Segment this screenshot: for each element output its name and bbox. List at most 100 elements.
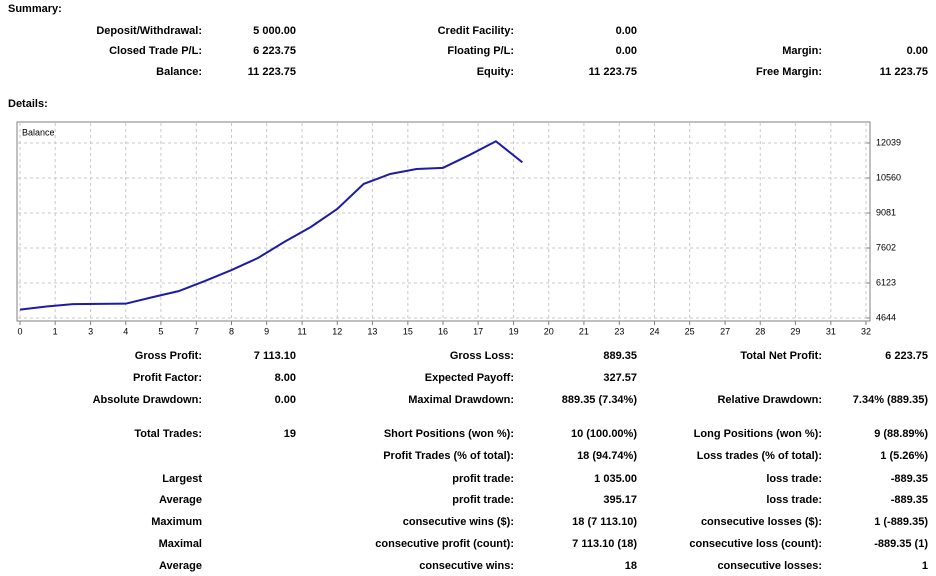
field-label: Gross Profit: xyxy=(135,350,202,362)
y-tick-label: 9081 xyxy=(876,207,896,217)
legend-label: Balance xyxy=(22,127,55,137)
field-label: Free Margin: xyxy=(756,66,822,78)
field-value: 7 113.10 (18) xyxy=(572,538,637,550)
x-tick-label: 13 xyxy=(367,326,377,336)
x-tick-label: 31 xyxy=(826,326,836,336)
x-tick-label: 15 xyxy=(403,326,413,336)
field-value: 889.35 (7.34%) xyxy=(562,394,638,406)
field-label: Maximal Drawdown: xyxy=(408,394,514,406)
field-label: consecutive loss (count): xyxy=(689,538,822,550)
balance-line xyxy=(19,140,523,311)
field-value: 19 xyxy=(284,428,296,440)
field-value: 18 xyxy=(625,560,637,572)
x-tick-label: 20 xyxy=(544,326,554,336)
field-label: Total Net Profit: xyxy=(740,350,822,362)
y-tick-label: 12039 xyxy=(876,137,901,147)
field-value: 0.00 xyxy=(616,25,637,37)
x-tick-label: 17 xyxy=(473,326,483,336)
x-tick-label: 19 xyxy=(509,326,519,336)
x-tick-label: 8 xyxy=(229,326,234,336)
field-label: Largest xyxy=(162,473,202,485)
details-title: Details: xyxy=(8,98,48,110)
field-label: Profit Factor: xyxy=(133,372,202,384)
field-value: 1 035.00 xyxy=(594,473,637,485)
field-value: -889.35 xyxy=(891,494,928,506)
x-tick-label: 4 xyxy=(123,326,128,336)
field-value: 18 (94.74%) xyxy=(577,450,637,462)
x-tick-label: 24 xyxy=(649,326,659,336)
y-tick-label: 4644 xyxy=(876,312,896,322)
y-tick-label: 10560 xyxy=(876,172,901,182)
x-tick-label: 29 xyxy=(790,326,800,336)
field-label: Loss trades (% of total): xyxy=(697,450,822,462)
x-tick-label: 21 xyxy=(579,326,589,336)
field-label: profit trade: xyxy=(452,473,514,485)
field-label: Maximum xyxy=(151,516,202,528)
field-label: Equity: xyxy=(477,66,514,78)
field-value: 9 (88.89%) xyxy=(874,428,928,440)
field-value: 0.00 xyxy=(907,45,928,57)
field-value: 1 (-889.35) xyxy=(874,516,928,528)
x-tick-label: 25 xyxy=(685,326,695,336)
field-label: Deposit/Withdrawal: xyxy=(96,25,202,37)
field-value: 1 xyxy=(922,560,928,572)
field-value: 6 223.75 xyxy=(253,45,296,57)
x-tick-label: 1 xyxy=(53,326,58,336)
field-value: 889.35 xyxy=(603,350,637,362)
field-label: Short Positions (won %): xyxy=(384,428,514,440)
field-label: Average xyxy=(159,494,202,506)
field-value: 8.00 xyxy=(275,372,296,384)
field-label: Gross Loss: xyxy=(450,350,514,362)
y-tick-label: 7602 xyxy=(876,242,896,252)
field-label: consecutive losses ($): xyxy=(701,516,822,528)
field-label: consecutive profit (count): xyxy=(375,538,514,550)
field-value: -889.35 (1) xyxy=(874,538,928,550)
field-label: loss trade: xyxy=(766,473,822,485)
field-value: 5 000.00 xyxy=(253,25,296,37)
field-value: 10 (100.00%) xyxy=(571,428,637,440)
field-label: loss trade: xyxy=(766,494,822,506)
x-tick-label: 23 xyxy=(614,326,624,336)
x-tick-label: 28 xyxy=(755,326,765,336)
field-label: Floating P/L: xyxy=(447,45,514,57)
field-label: consecutive wins: xyxy=(419,560,514,572)
field-label: Relative Drawdown: xyxy=(717,394,822,406)
field-value: 327.57 xyxy=(603,372,637,384)
field-value: 6 223.75 xyxy=(885,350,928,362)
field-label: Profit Trades (% of total): xyxy=(383,450,514,462)
field-label: consecutive losses: xyxy=(717,560,822,572)
x-tick-label: 3 xyxy=(88,326,93,336)
field-label: Balance: xyxy=(156,66,202,78)
field-label: Long Positions (won %): xyxy=(694,428,822,440)
field-label: Absolute Drawdown: xyxy=(93,394,202,406)
field-value: -889.35 xyxy=(891,473,928,485)
field-label: consecutive wins ($): xyxy=(403,516,514,528)
x-tick-label: 27 xyxy=(720,326,730,336)
field-label: Expected Payoff: xyxy=(425,372,514,384)
field-value: 1 (5.26%) xyxy=(880,450,928,462)
field-value: 0.00 xyxy=(275,394,296,406)
field-label: Average xyxy=(159,560,202,572)
field-label: profit trade: xyxy=(452,494,514,506)
field-value: 395.17 xyxy=(603,494,637,506)
x-tick-label: 12 xyxy=(332,326,342,336)
x-tick-label: 5 xyxy=(158,326,163,336)
x-tick-label: 9 xyxy=(264,326,269,336)
x-tick-label: 7 xyxy=(194,326,199,336)
field-value: 7.34% (889.35) xyxy=(853,394,929,406)
field-label: Total Trades: xyxy=(134,428,202,440)
field-value: 18 (7 113.10) xyxy=(572,516,637,528)
field-value: 11 223.75 xyxy=(589,66,637,78)
x-tick-label: 11 xyxy=(297,326,306,336)
field-value: 7 113.10 xyxy=(254,350,296,362)
x-tick-label: 0 xyxy=(17,326,22,336)
field-value: 11 223.75 xyxy=(248,66,296,78)
summary-title: Summary: xyxy=(8,3,62,15)
field-value: 0.00 xyxy=(616,45,637,57)
x-tick-label: 32 xyxy=(861,326,871,336)
field-label: Margin: xyxy=(782,45,822,57)
field-label: Maximal xyxy=(159,538,202,550)
field-label: Credit Facility: xyxy=(438,25,514,37)
